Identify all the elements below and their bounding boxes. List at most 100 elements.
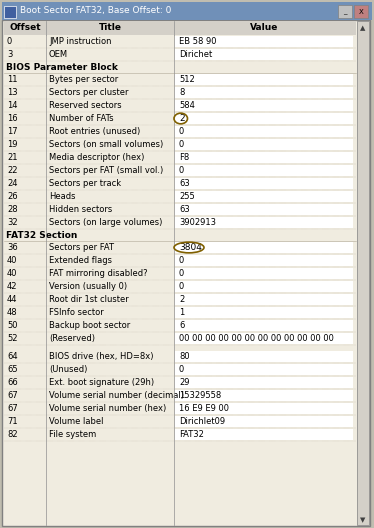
Text: 40: 40 [7,256,18,265]
Bar [175,377,353,388]
Bar [175,87,353,98]
Text: 584: 584 [179,101,195,110]
Text: 15329558: 15329558 [179,391,221,400]
Bar [175,36,353,47]
Bar [175,74,353,85]
Text: 0: 0 [179,269,184,278]
Bar [354,5,368,18]
Text: 63: 63 [179,179,190,188]
Text: Backup boot sector: Backup boot sector [49,321,130,330]
Text: 28: 28 [7,205,18,214]
Text: OEM: OEM [49,50,68,59]
Bar [4,376,356,389]
Bar [4,138,356,151]
Text: 14: 14 [7,101,18,110]
Bar [175,204,353,215]
Text: 80: 80 [179,352,190,361]
Bar [175,268,353,279]
Bar [4,319,356,332]
Text: FSInfo sector: FSInfo sector [49,308,104,317]
Bar [175,100,353,111]
Text: Volume label: Volume label [49,417,104,426]
Text: 3902913: 3902913 [179,218,216,227]
Bar [4,86,356,99]
Text: Hidden sectors: Hidden sectors [49,205,112,214]
Bar [357,21,369,525]
Text: 29: 29 [179,378,190,387]
Bar [4,229,356,241]
Text: (Unused): (Unused) [49,365,88,374]
Bar [175,320,353,331]
Bar [4,203,356,216]
Bar [175,113,353,124]
Text: Number of FATs: Number of FATs [49,114,114,123]
Bar [4,332,356,345]
Text: 24: 24 [7,179,18,188]
Text: X: X [359,9,364,15]
Text: Sectors per cluster: Sectors per cluster [49,88,129,97]
Text: Media descriptor (hex): Media descriptor (hex) [49,153,144,162]
Text: Sectors per track: Sectors per track [49,179,121,188]
Text: Volume serial number (hex): Volume serial number (hex) [49,404,166,413]
Bar [4,151,356,164]
Text: ▲: ▲ [360,25,366,31]
Bar [4,48,356,61]
Bar [4,190,356,203]
Text: 44: 44 [7,295,18,304]
Text: Root entries (unused): Root entries (unused) [49,127,140,136]
Text: 82: 82 [7,430,18,439]
Text: (Reserved): (Reserved) [49,334,95,343]
Text: 00 00 00 00 00 00 00 00 00 00 00 00: 00 00 00 00 00 00 00 00 00 00 00 00 [179,334,334,343]
Text: EB 58 90: EB 58 90 [179,37,217,46]
Bar [175,281,353,292]
Bar [4,99,356,112]
Bar [175,217,353,228]
Text: 42: 42 [7,282,18,291]
Text: 0: 0 [179,140,184,149]
Text: 21: 21 [7,153,18,162]
Bar [175,429,353,440]
Text: 0: 0 [7,37,12,46]
Text: 71: 71 [7,417,18,426]
Text: Offset: Offset [9,24,41,33]
Bar [4,363,356,376]
Bar [4,241,356,254]
Text: Dirichlet09: Dirichlet09 [179,417,225,426]
Text: BIOS Parameter Block: BIOS Parameter Block [6,62,118,71]
Text: 16 E9 E9 00: 16 E9 E9 00 [179,404,229,413]
Text: 0: 0 [179,365,184,374]
Text: Extended flags: Extended flags [49,256,112,265]
Text: Sectors (on large volumes): Sectors (on large volumes) [49,218,162,227]
Text: 16: 16 [7,114,18,123]
Bar [175,242,353,253]
Bar [175,403,353,414]
Text: 6: 6 [179,321,184,330]
Text: F8: F8 [179,153,189,162]
Bar [175,390,353,401]
Text: Volume serial number (decimal): Volume serial number (decimal) [49,391,184,400]
Bar [338,5,352,18]
Text: 19: 19 [7,140,18,149]
Text: Boot Sector FAT32, Base Offset: 0: Boot Sector FAT32, Base Offset: 0 [20,6,171,15]
Text: 2: 2 [179,295,184,304]
Bar [4,350,356,363]
Text: 512: 512 [179,75,195,84]
Text: Sectors per FAT: Sectors per FAT [49,243,114,252]
Bar [175,139,353,150]
Text: 11: 11 [7,75,18,84]
Text: 0: 0 [179,282,184,291]
Text: 36: 36 [7,243,18,252]
Bar [175,307,353,318]
Text: 13: 13 [7,88,18,97]
Text: 2: 2 [179,114,185,123]
Text: 26: 26 [7,192,18,201]
Text: BIOS drive (hex, HD=8x): BIOS drive (hex, HD=8x) [49,352,153,361]
Bar [4,112,356,125]
Text: 52: 52 [7,334,18,343]
Text: Value: Value [250,24,278,33]
Text: 40: 40 [7,269,18,278]
Bar [175,294,353,305]
Text: ▼: ▼ [360,517,366,523]
Bar [4,345,356,350]
Text: 67: 67 [7,404,18,413]
